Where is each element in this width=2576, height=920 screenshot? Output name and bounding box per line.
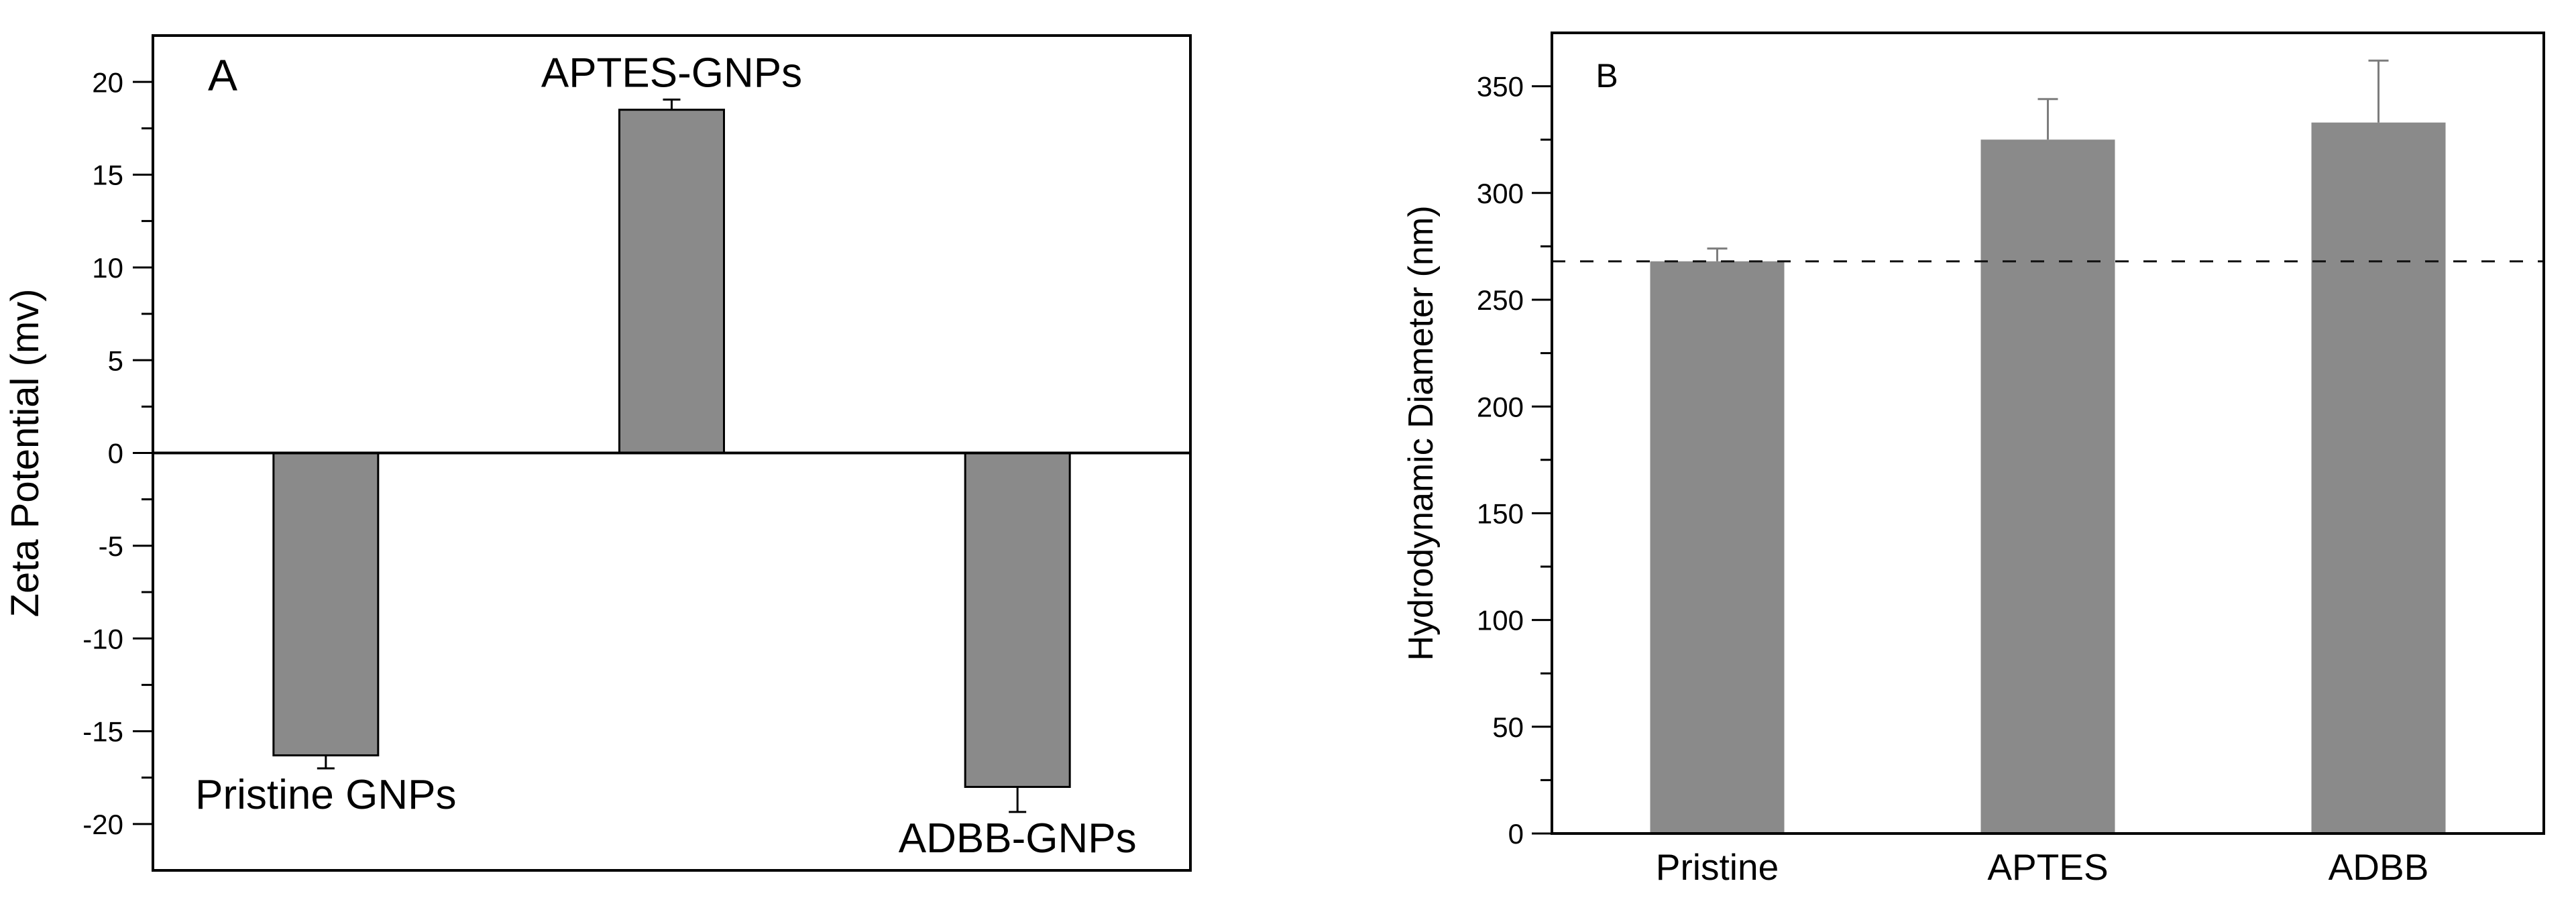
x-category-label: APTES: [1987, 846, 2108, 888]
y-tick-label: 350: [1477, 71, 1524, 103]
y-tick-label: 20: [92, 66, 123, 98]
panel-letter-a: A: [208, 50, 237, 100]
bar-pristine: [1650, 261, 1785, 833]
y-tick-label: -20: [82, 809, 123, 840]
y-tick-label: -15: [82, 716, 123, 748]
x-category-label: ADBB: [2329, 846, 2429, 888]
error-bar: [2037, 98, 2058, 140]
bar-pristine-gnps: [272, 452, 380, 756]
y-tick-label: -5: [99, 530, 123, 562]
bar-label: ADBB-GNPs: [899, 815, 1137, 862]
bar-label: APTES-GNPs: [541, 50, 802, 96]
error-bar: [1707, 247, 1728, 262]
bar-label: Pristine GNPs: [195, 772, 456, 818]
y-tick-label: 250: [1477, 284, 1524, 316]
error-bar: [2368, 59, 2389, 123]
error-bar: [663, 98, 681, 110]
bar-aptes-gnps: [618, 109, 725, 455]
y-tick-label: 0: [108, 438, 123, 469]
y-tick-label: 5: [108, 345, 123, 376]
error-bar: [1009, 787, 1027, 813]
bar-adbb-gnps: [964, 452, 1071, 788]
y-tick-label: 10: [92, 252, 123, 284]
y-tick-label: 300: [1477, 178, 1524, 209]
x-category-label: Pristine: [1656, 846, 1779, 888]
error-bar: [317, 755, 335, 770]
bar-aptes: [1980, 139, 2115, 834]
y-tick-label: 200: [1477, 391, 1524, 422]
y-tick-label: 150: [1477, 498, 1524, 530]
y-tick-label: 15: [92, 160, 123, 191]
y-tick-label: 50: [1492, 711, 1524, 743]
panel-b-frame: [1551, 32, 2545, 835]
y-axis-title: Hydrodynamic Diameter (nm): [1402, 205, 1441, 660]
y-axis-title: Zeta Potential (mv): [3, 289, 47, 618]
bar-adbb: [2311, 122, 2446, 833]
y-tick-label: 0: [1508, 818, 1524, 850]
panel-letter-b: B: [1595, 57, 1618, 95]
panel-b: 0 50 100 150 200 250 300 350 Hydrodynamic Diamet…: [1402, 32, 2545, 888]
y-tick-label: 100: [1477, 605, 1524, 636]
y-tick-label: -10: [82, 623, 123, 654]
